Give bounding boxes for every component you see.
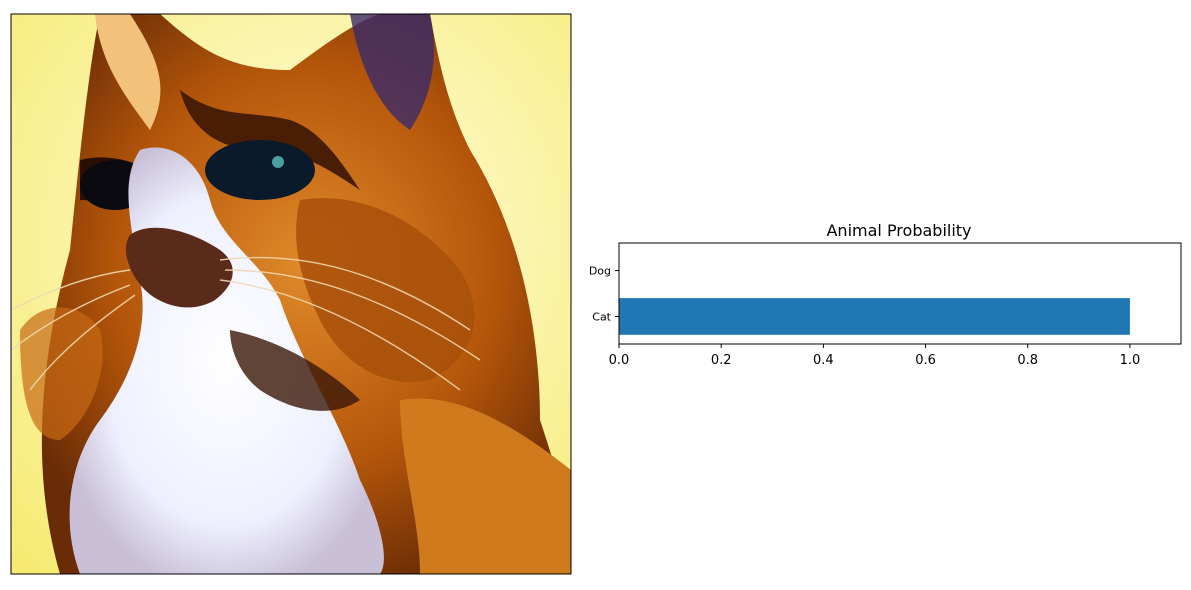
bar-cat bbox=[619, 298, 1130, 335]
x-tick-label: 0.0 bbox=[609, 353, 630, 368]
x-tick-label: 0.6 bbox=[915, 353, 936, 368]
y-tick-label-cat: Cat bbox=[592, 310, 611, 323]
x-tick-label: 1.0 bbox=[1120, 353, 1141, 368]
x-ticks: 0.0 0.2 0.4 0.6 0.8 1.0 bbox=[609, 344, 1141, 368]
x-tick-label: 0.8 bbox=[1017, 353, 1038, 368]
x-tick-label: 0.2 bbox=[711, 353, 732, 368]
image-frame bbox=[10, 13, 572, 575]
y-tick-label-dog: Dog bbox=[589, 265, 611, 278]
chart-title: Animal Probability bbox=[826, 221, 971, 240]
bars bbox=[619, 298, 1130, 335]
cat-image bbox=[11, 14, 571, 574]
plot-frame bbox=[618, 242, 1182, 345]
x-tick-label: 0.4 bbox=[813, 353, 834, 368]
y-ticks: Cat Dog bbox=[589, 265, 619, 323]
